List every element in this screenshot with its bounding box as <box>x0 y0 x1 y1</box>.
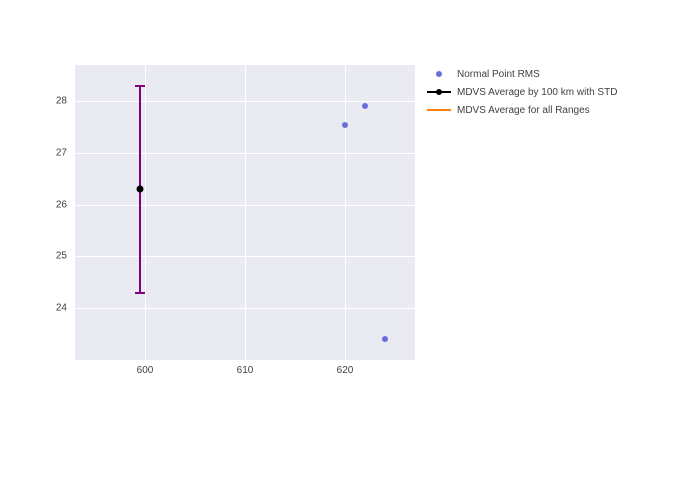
plot-area <box>75 65 415 360</box>
chart-container: 2425262728600610620 <box>75 65 415 360</box>
y-tick-label: 26 <box>56 199 67 210</box>
gridline-v <box>145 65 146 360</box>
legend-scatter-label: Normal Point RMS <box>457 69 540 80</box>
scatter-point <box>362 103 368 109</box>
errorbar-cap <box>135 292 145 294</box>
y-tick-label: 28 <box>56 96 67 107</box>
x-tick-label: 610 <box>237 365 254 376</box>
legend-errorbar-label: MDVS Average by 100 km with STD <box>457 87 617 98</box>
legend-item-errorbar: MDVS Average by 100 km with STD <box>425 83 617 101</box>
gridline-v <box>345 65 346 360</box>
legend-scatter-marker <box>425 71 453 77</box>
errorbar-cap <box>135 85 145 87</box>
legend-item-scatter: Normal Point RMS <box>425 65 617 83</box>
y-tick-label: 25 <box>56 251 67 262</box>
legend-avgline-marker <box>425 109 453 111</box>
legend-item-avgline: MDVS Average for all Ranges <box>425 101 617 119</box>
legend-avgline-label: MDVS Average for all Ranges <box>457 105 590 116</box>
x-tick-label: 600 <box>137 365 154 376</box>
y-tick-label: 24 <box>56 303 67 314</box>
errorbar-marker <box>137 186 144 193</box>
y-tick-label: 27 <box>56 147 67 158</box>
gridline-v <box>245 65 246 360</box>
scatter-point <box>382 336 388 342</box>
legend-errorbar-marker <box>425 91 453 93</box>
x-tick-label: 620 <box>337 365 354 376</box>
scatter-point <box>342 122 348 128</box>
legend: Normal Point RMS MDVS Average by 100 km … <box>425 65 617 119</box>
